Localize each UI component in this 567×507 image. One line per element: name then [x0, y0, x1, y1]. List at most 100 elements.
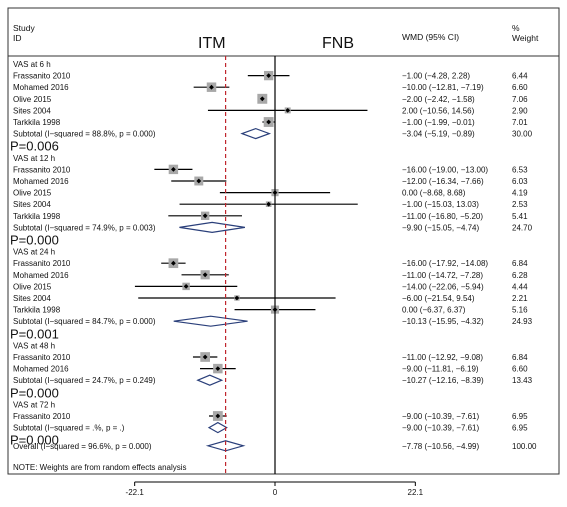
- group-label: VAS at 12 h: [13, 154, 55, 163]
- point-estimate: [196, 178, 202, 184]
- weight-text: 6.95: [512, 412, 528, 421]
- group-label: VAS at 6 h: [13, 60, 51, 69]
- subtotal-ci-text: −9.90 (−15.05, −4.74): [402, 223, 480, 232]
- effect-ci-text: −2.00 (−2.42, −1.58): [402, 95, 475, 104]
- study-name: Sites 2004: [13, 294, 51, 303]
- subgroup-p-value: P=0.000: [10, 385, 59, 400]
- point-estimate: [266, 73, 272, 78]
- overall-diamond: [205, 440, 246, 452]
- subtotal-label: Subtotal (I−squared = 24.7%, p = 0.249): [13, 376, 156, 385]
- overall-ci-text: −7.78 (−10.56, −4.99): [402, 442, 480, 451]
- study-name: Sites 2004: [13, 106, 51, 115]
- point-estimate: [266, 119, 272, 125]
- point-estimate: [285, 108, 291, 113]
- point-estimate: [202, 213, 208, 219]
- subtotal-diamond: [179, 221, 245, 234]
- effect-ci-text: −16.00 (−19.00, −13.00): [402, 165, 488, 174]
- weight-text: 5.41: [512, 212, 528, 221]
- study-name: Frassanito 2010: [13, 412, 71, 421]
- effect-ci-text: −6.00 (−21.54, 9.54): [402, 294, 475, 303]
- x-tick-label: 0: [273, 488, 278, 497]
- subgroup-p-value: P=0.001: [10, 326, 59, 341]
- study-name: Olive 2015: [13, 189, 52, 198]
- subtotal-weight-text: 24.70: [512, 223, 533, 232]
- effect-ci-text: −1.00 (−1.99, −0.01): [402, 118, 475, 127]
- weight-text: 2.90: [512, 106, 528, 115]
- effect-ci-text: −9.00 (−11.81, −6.19): [402, 365, 479, 374]
- weight-text: 4.19: [512, 189, 528, 198]
- weight-text: 6.53: [512, 165, 528, 174]
- point-estimate: [183, 284, 189, 289]
- point-estimate: [215, 366, 221, 371]
- weight-text: 4.44: [512, 282, 528, 291]
- left-group-label: ITM: [198, 35, 226, 52]
- point-estimate: [266, 201, 272, 207]
- study-name: Frassanito 2010: [13, 353, 71, 362]
- study-name: Mohamed 2016: [13, 177, 69, 186]
- subtotal-label: Subtotal (I−squared = .%, p = .): [13, 424, 125, 433]
- subtotal-weight-text: 6.95: [512, 424, 528, 433]
- subtotal-diamond: [240, 127, 272, 140]
- point-estimate: [209, 84, 214, 90]
- subtotal-ci-text: −3.04 (−5.19, −0.89): [402, 130, 475, 139]
- subtotal-ci-text: −10.13 (−15.95, −4.32): [402, 317, 484, 326]
- effect-ci-text: 0.00 (−8.68, 8.68): [402, 189, 466, 198]
- point-estimate: [215, 413, 221, 419]
- effect-ci-text: −14.00 (−22.06, −5.94): [402, 282, 484, 291]
- weight-text: 6.84: [512, 353, 528, 362]
- x-axis: -22.1 0 22.1: [126, 481, 424, 497]
- subtotal-diamond: [207, 421, 228, 434]
- study-name: Tarkkila 1998: [13, 306, 61, 315]
- study-name: Mohamed 2016: [13, 83, 69, 92]
- study-name: Mohamed 2016: [13, 365, 69, 374]
- weight-text: 6.03: [512, 177, 528, 186]
- point-estimate: [202, 272, 208, 278]
- subtotal-label: Subtotal (I−squared = 88.8%, p = 0.000): [13, 130, 156, 139]
- header-id: ID: [13, 33, 22, 43]
- effect-ci-text: −11.00 (−12.92, −9.08): [402, 353, 483, 362]
- header-study: Study: [13, 23, 35, 33]
- point-estimate: [234, 295, 240, 301]
- study-name: Olive 2015: [13, 95, 52, 104]
- subtotal-label: Subtotal (I−squared = 74.9%, p = 0.003): [13, 223, 156, 232]
- weight-text: 6.28: [512, 271, 528, 280]
- effect-ci-text: −9.00 (−10.39, −7.61): [402, 412, 480, 421]
- x-tick-label: -22.1: [126, 488, 145, 497]
- effect-ci-text: −11.00 (−16.80, −5.20): [402, 212, 483, 221]
- study-name: Frassanito 2010: [13, 165, 71, 174]
- point-estimate: [171, 260, 176, 266]
- subtotal-ci-text: −10.27 (−12.16, −8.39): [402, 376, 484, 385]
- subtotal-diamond: [196, 374, 224, 386]
- effect-ci-text: −1.00 (−4.28, 2.28): [402, 72, 470, 81]
- weight-text: 6.60: [512, 365, 528, 374]
- point-estimate: [171, 167, 176, 172]
- effect-ci-text: −1.00 (−15.03, 13.03): [402, 200, 479, 209]
- point-estimate: [202, 354, 208, 360]
- effect-ci-text: 2.00 (−10.56, 14.56): [402, 106, 475, 115]
- study-name: Sites 2004: [13, 200, 51, 209]
- weight-text: 6.60: [512, 83, 528, 92]
- subtotal-weight-text: 30.00: [512, 130, 533, 139]
- effect-ci-text: −11.00 (−14.72, −7.28): [402, 271, 483, 280]
- subtotal-diamond: [173, 315, 248, 327]
- subgroup-p-value: P=0.000: [10, 433, 59, 448]
- weight-text: 7.01: [512, 118, 528, 127]
- footer-note: NOTE: Weights are from random effects an…: [13, 463, 187, 472]
- effect-ci-text: −16.00 (−17.92, −14.08): [402, 259, 488, 268]
- right-group-label: FNB: [322, 35, 354, 52]
- group-label: VAS at 72 h: [13, 400, 55, 409]
- subgroup-p-value: P=0.006: [10, 139, 59, 154]
- weight-text: 6.44: [512, 72, 528, 81]
- overall-weight-text: 100.00: [512, 442, 537, 451]
- subtotal-weight-text: 24.93: [512, 317, 533, 326]
- point-estimate: [259, 96, 265, 102]
- group-label: VAS at 24 h: [13, 248, 55, 257]
- subtotal-label: Subtotal (I−squared = 84.7%, p = 0.000): [13, 317, 156, 326]
- group-label: VAS at 48 h: [13, 341, 55, 350]
- study-name: Tarkkila 1998: [13, 118, 61, 127]
- weight-text: 2.53: [512, 200, 528, 209]
- plot-frame: [7, 7, 560, 475]
- study-name: Tarkkila 1998: [13, 212, 61, 221]
- weight-text: 5.16: [512, 306, 528, 315]
